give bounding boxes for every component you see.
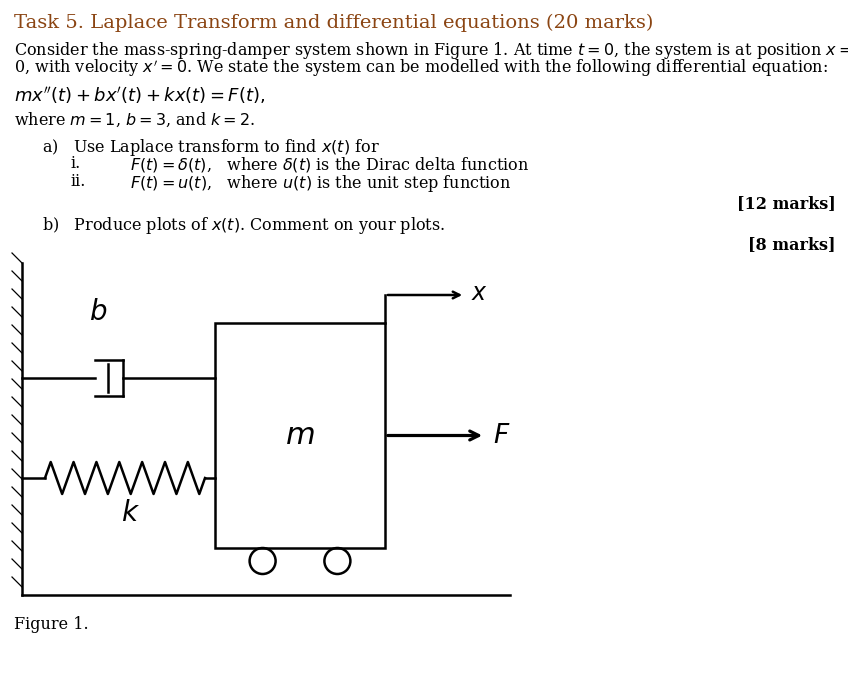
Text: [8 marks]: [8 marks]: [749, 236, 836, 253]
Text: $b$: $b$: [89, 299, 108, 326]
Text: b)   Produce plots of $x(t)$. Comment on your plots.: b) Produce plots of $x(t)$. Comment on y…: [42, 215, 445, 236]
Text: Task 5. Laplace Transform and differential equations (20 marks): Task 5. Laplace Transform and differenti…: [14, 14, 653, 32]
Text: $F(t) = u(t)$,   where $u(t)$ is the unit step function: $F(t) = u(t)$, where $u(t)$ is the unit …: [130, 173, 511, 194]
Text: Consider the mass-spring-damper system shown in Figure 1. At time $t = 0$, the s: Consider the mass-spring-damper system s…: [14, 40, 848, 61]
Bar: [215, 323, 385, 548]
Text: $F(t) = \delta(t)$,   where $\delta(t)$ is the Dirac delta function: $F(t) = \delta(t)$, where $\delta(t)$ is…: [130, 155, 529, 174]
Text: $k$: $k$: [120, 500, 139, 527]
Text: i.: i.: [70, 155, 81, 172]
Text: $F$: $F$: [493, 423, 510, 448]
Text: ii.: ii.: [70, 173, 86, 190]
Text: $x$: $x$: [471, 281, 488, 305]
Text: Figure 1.: Figure 1.: [14, 616, 89, 633]
Text: $m$: $m$: [285, 420, 315, 451]
Text: [12 marks]: [12 marks]: [737, 195, 836, 212]
Text: $mx''(t) + bx'(t) + kx(t) = F(t),$: $mx''(t) + bx'(t) + kx(t) = F(t),$: [14, 85, 265, 106]
Text: 0, with velocity $x' = 0$. We state the system can be modelled with the followin: 0, with velocity $x' = 0$. We state the …: [14, 58, 828, 79]
Text: a)   Use Laplace transform to find $x(t)$ for: a) Use Laplace transform to find $x(t)$ …: [42, 137, 380, 158]
Text: where $m = 1$, $b = 3$, and $k = 2$.: where $m = 1$, $b = 3$, and $k = 2$.: [14, 111, 255, 129]
